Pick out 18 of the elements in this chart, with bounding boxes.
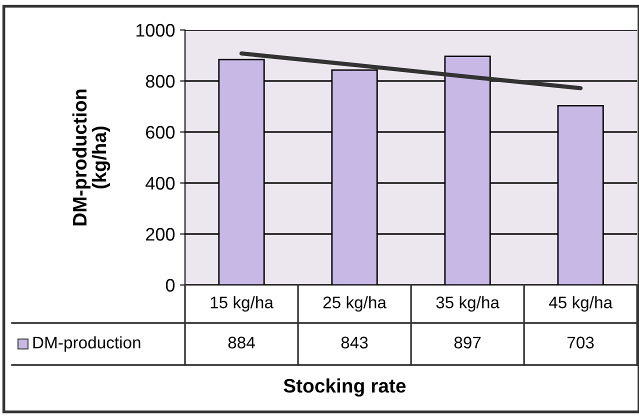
y-tick-label: 1000 <box>136 24 175 37</box>
x-axis-title: Stocking rate <box>284 378 406 397</box>
line-series <box>239 51 583 90</box>
y-tick-label: 400 <box>146 176 175 190</box>
x-tick-label: 25 kg/ha <box>323 296 387 312</box>
y-tick-label: 600 <box>146 126 175 139</box>
data-label: 703 <box>568 336 594 348</box>
y-tick-label: 800 <box>146 74 175 88</box>
data-label: 884 <box>228 336 255 348</box>
x-tick-label: 15 kg/ha <box>210 296 274 312</box>
x-tick-label: 35 kg/ha <box>436 296 500 312</box>
legend-label: DM-production <box>33 336 140 352</box>
y-axis-title: DM-production (kg/ha) <box>72 90 110 226</box>
data-label: 843 <box>341 336 368 348</box>
y-tick-label: 200 <box>146 228 175 241</box>
x-tick-label: 45 kg/ha <box>548 296 613 312</box>
y-tick-label: 0 <box>166 278 175 292</box>
data-label: 897 <box>454 336 481 348</box>
